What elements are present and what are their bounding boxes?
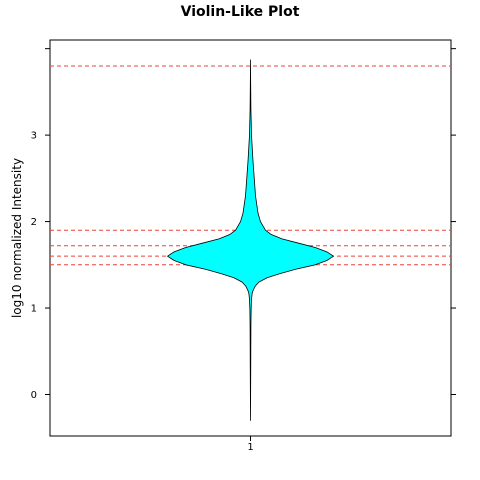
violin-shape	[167, 59, 334, 421]
y-tick-label: 0	[31, 390, 37, 401]
violin-layer	[167, 59, 334, 421]
y-tick-label: 1	[31, 304, 37, 315]
y-axis-label: log10 normalized Intensity	[10, 158, 24, 318]
reference-lines	[50, 65, 451, 266]
x-tick-label: 1	[247, 442, 253, 453]
chart-title: Violin-Like Plot	[181, 4, 300, 20]
y-tick-label: 3	[31, 131, 37, 142]
y-tick-label: 2	[31, 217, 37, 228]
axis-ticks: 0 1 2 3 1	[31, 48, 456, 453]
